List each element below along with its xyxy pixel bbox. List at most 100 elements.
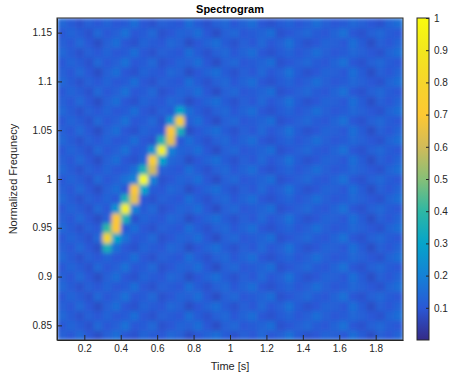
heat-cell: [194, 125, 204, 135]
heat-cell: [121, 38, 131, 48]
heat-cell: [175, 38, 185, 48]
heat-cell: [303, 47, 313, 57]
heat-cell: [84, 28, 94, 38]
heat-cell: [294, 330, 304, 340]
heat-cell: [339, 184, 349, 194]
heat-cell: [321, 213, 331, 223]
heat-cell: [84, 67, 94, 77]
heat-cell: [166, 252, 176, 262]
heat-cell: [121, 164, 131, 174]
heat-cell: [157, 272, 167, 282]
x-axis-title: Time [s]: [211, 360, 250, 372]
heat-cell: [303, 213, 313, 223]
heat-cell: [230, 291, 240, 301]
heat-cell: [230, 194, 240, 204]
heat-cell: [376, 272, 386, 282]
heat-cell: [294, 320, 304, 330]
heat-cell: [103, 116, 113, 126]
heat-cell: [257, 194, 267, 204]
heat-cell: [139, 320, 149, 330]
heat-cell: [130, 57, 140, 67]
heat-cell: [257, 233, 267, 243]
heat-cell: [148, 233, 158, 243]
heat-cell: [303, 164, 313, 174]
heat-cell: [276, 135, 286, 145]
heat-cell: [57, 320, 67, 330]
heat-cell: [203, 86, 213, 96]
heat-cell: [285, 291, 295, 301]
y-tick-mark: [57, 33, 62, 34]
heat-cell: [112, 145, 122, 155]
heat-cell: [303, 116, 313, 126]
heat-cell: [376, 38, 386, 48]
heat-cell: [248, 174, 258, 184]
tick: 0.6: [426, 142, 448, 153]
heat-cell: [148, 135, 158, 145]
heat-cell: [75, 242, 85, 252]
heat-cell: [212, 28, 222, 38]
heat-cell: [184, 272, 194, 282]
heat-cell: [112, 18, 122, 28]
heat-cell: [203, 223, 213, 233]
heat-cell: [57, 57, 67, 67]
heat-cell: [212, 252, 222, 262]
heat-cell: [276, 330, 286, 340]
heat-cell: [330, 67, 340, 77]
heat-cell: [148, 38, 158, 48]
heat-cell: [276, 262, 286, 272]
x-tick-label: 0.2: [78, 343, 92, 354]
heat-cell: [312, 272, 322, 282]
heat-cell: [276, 106, 286, 116]
heat-cell: [266, 320, 276, 330]
heat-cell: [348, 47, 358, 57]
heat-cell: [230, 242, 240, 252]
heat-cell: [103, 125, 113, 135]
heat-cell: [103, 18, 113, 28]
heat-cell: [212, 77, 222, 87]
heat-cell: [66, 47, 76, 57]
heat-cell: [66, 38, 76, 48]
heat-cell: [130, 233, 140, 243]
heat-cell: [266, 77, 276, 87]
heat-cell: [166, 311, 176, 321]
heat-cell: [93, 18, 103, 28]
heat-cell: [285, 242, 295, 252]
heat-cell: [312, 320, 322, 330]
heat-cell: [157, 184, 167, 194]
heat-cell: [184, 281, 194, 291]
heat-cell: [348, 67, 358, 77]
heat-cell: [203, 18, 213, 28]
heat-cell: [66, 223, 76, 233]
colorbar-tick-label: 0.4: [434, 206, 448, 217]
heat-cell: [303, 155, 313, 165]
heat-cell: [130, 106, 140, 116]
heat-cell: [203, 233, 213, 243]
heat-cell: [239, 145, 249, 155]
heat-cell: [184, 18, 194, 28]
heat-cell: [394, 67, 403, 77]
heat-cell: [276, 67, 286, 77]
heat-cell: [184, 291, 194, 301]
x-tick-mark: [230, 335, 231, 340]
heat-cell: [276, 174, 286, 184]
heat-cell: [294, 67, 304, 77]
heat-cell: [230, 106, 240, 116]
heat-cell: [367, 106, 377, 116]
heat-cell: [184, 242, 194, 252]
heat-cell: [339, 242, 349, 252]
heat-cell: [257, 330, 267, 340]
heat-cell: [357, 203, 367, 213]
heat-cell: [257, 252, 267, 262]
heat-cell: [394, 47, 403, 57]
heat-cell: [339, 155, 349, 165]
heat-cell: [303, 145, 313, 155]
heat-cell: [93, 281, 103, 291]
heat-cell: [203, 135, 213, 145]
heat-cell: [394, 38, 403, 48]
heat-cell: [294, 96, 304, 106]
heat-cell: [166, 47, 176, 57]
heat-cell: [294, 311, 304, 321]
heat-cell: [321, 174, 331, 184]
heat-cell: [184, 28, 194, 38]
heat-cell: [157, 291, 167, 301]
